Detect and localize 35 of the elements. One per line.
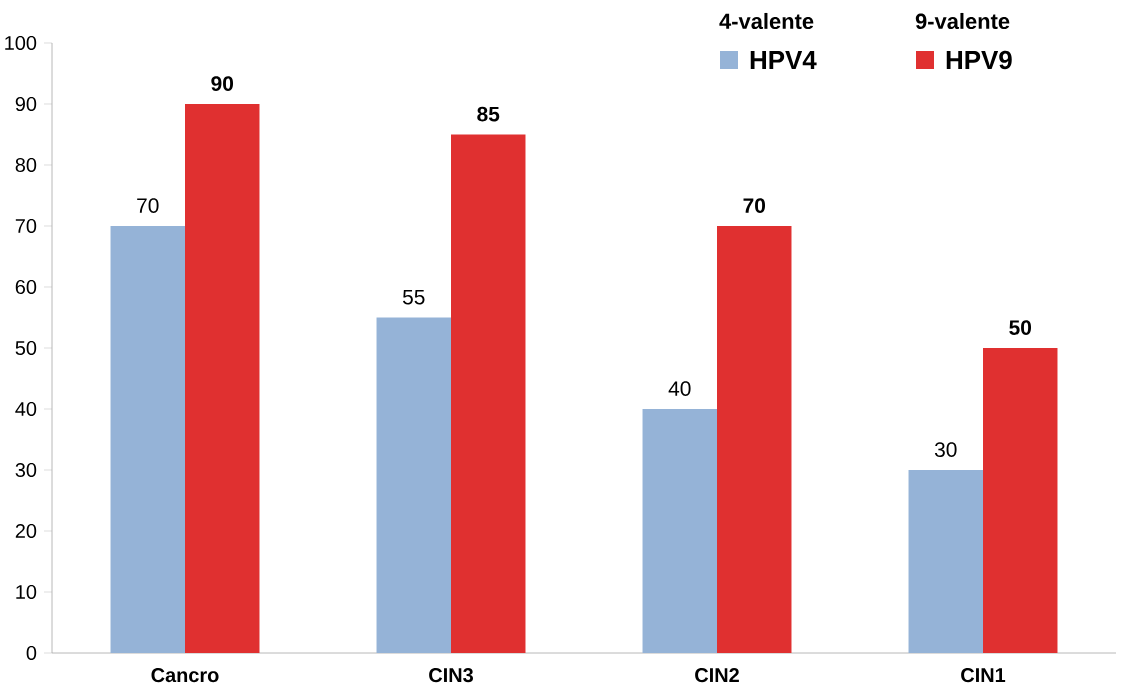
bar <box>908 470 984 653</box>
y-tick-label: 60 <box>15 279 37 295</box>
bar <box>185 103 260 653</box>
y-tick-label: 80 <box>15 157 37 173</box>
legend-label: HPV9 <box>946 50 1012 70</box>
x-tick-label: Cancro <box>151 668 219 683</box>
legend-label: HPV4 <box>750 51 817 69</box>
data-label: 50 <box>1009 320 1032 335</box>
y-tick-label: 30 <box>15 462 37 478</box>
data-label: 55 <box>402 289 425 305</box>
data-label: 30 <box>934 442 957 457</box>
data-label: 85 <box>477 106 500 122</box>
x-tick-label: CIN3 <box>429 668 473 683</box>
bar <box>642 409 717 653</box>
text: 9-valente <box>915 12 1010 30</box>
bar <box>983 348 1058 653</box>
y-tick-label: 40 <box>15 401 37 417</box>
x-tick-label: CIN2 <box>695 668 739 683</box>
y-tick-label: 0 <box>26 645 37 661</box>
x-tick-label: CIN1 <box>961 668 1006 683</box>
bar <box>717 225 792 653</box>
bar <box>110 225 185 653</box>
y-tick-label: 20 <box>15 523 37 539</box>
y-tick-label: 70 <box>15 218 37 234</box>
y-tick-label: 10 <box>16 584 37 600</box>
data-label: 70 <box>137 198 159 213</box>
y-tick-label: 90 <box>15 96 37 112</box>
bar <box>451 134 526 653</box>
y-tick-label: 50 <box>15 340 37 356</box>
data-label: 70 <box>743 198 766 213</box>
data-label: 40 <box>668 381 691 396</box>
text: 4-valente <box>719 12 814 30</box>
data-label: 90 <box>211 76 234 91</box>
bar <box>376 317 451 653</box>
y-tick-label: 100 <box>5 35 37 51</box>
